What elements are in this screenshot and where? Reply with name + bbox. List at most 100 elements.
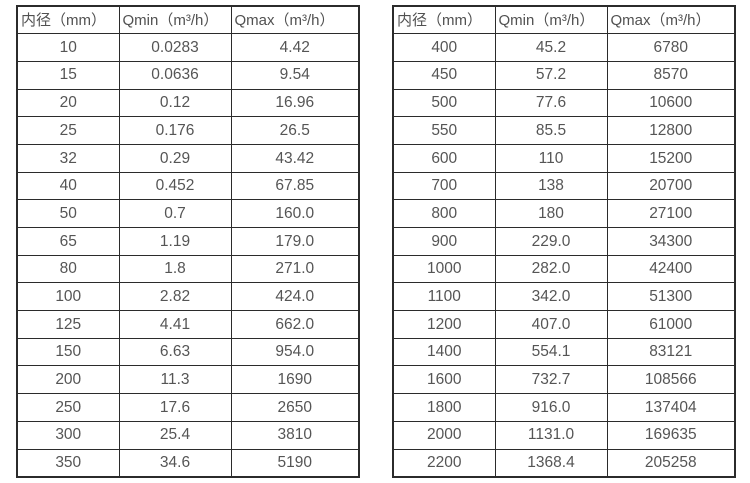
table-cell: 300: [16, 420, 120, 450]
table-cell: 6780: [606, 33, 736, 62]
table-cell: 200: [16, 365, 120, 395]
table-cell: 1000: [392, 254, 496, 284]
table-cell: 450: [392, 60, 496, 90]
table-row: 600 110 15200: [392, 143, 736, 173]
table-row: 300 25.4 3810: [16, 420, 360, 450]
table-cell: 61000: [606, 310, 736, 339]
table-row: 80 1.8 271.0: [16, 254, 360, 284]
table-cell: 83121: [606, 337, 736, 367]
table-cell: 1368.4: [494, 448, 608, 478]
table-cell: 662.0: [230, 310, 360, 339]
table-cell: 282.0: [494, 254, 608, 284]
table-cell: 350: [16, 448, 120, 478]
table-row: 25 0.176 26.5: [16, 116, 360, 145]
table-cell: 205258: [606, 448, 736, 478]
table-cell: 32: [16, 143, 120, 173]
table-row: 1800 916.0 137404: [392, 393, 736, 422]
table-cell: 45.2: [494, 33, 608, 62]
table-cell: 10: [16, 33, 120, 62]
table-cell: 424.0: [230, 282, 360, 312]
table-row: 150 6.63 954.0: [16, 337, 360, 367]
table-cell: 2650: [230, 393, 360, 422]
table-row: 1600 732.7 108566: [392, 365, 736, 395]
table-cell: 732.7: [494, 365, 608, 395]
header-row: 内径（mm） Qmin（m³/h） Qmax（m³/h）: [392, 5, 736, 35]
table-cell: 800: [392, 199, 496, 228]
table-cell: 27100: [606, 199, 736, 228]
table-row: 65 1.19 179.0: [16, 227, 360, 256]
table-cell: 57.2: [494, 60, 608, 90]
column-header-2: Qmax（m³/h）: [230, 5, 360, 35]
table-cell: 0.7: [118, 199, 232, 228]
table-cell: 271.0: [230, 254, 360, 284]
table-row: 2200 1368.4 205258: [392, 448, 736, 478]
column-header-1: Qmin（m³/h）: [494, 5, 608, 35]
table-row: 50 0.7 160.0: [16, 199, 360, 228]
table-cell: 77.6: [494, 88, 608, 118]
table-cell: 65: [16, 227, 120, 256]
table-cell: 1100: [392, 282, 496, 312]
table-cell: 15200: [606, 143, 736, 173]
column-header-0: 内径（mm）: [16, 5, 120, 35]
table-cell: 125: [16, 310, 120, 339]
table-cell: 100: [16, 282, 120, 312]
table-cell: 34.6: [118, 448, 232, 478]
table-cell: 9.54: [230, 60, 360, 90]
table-row: 700 138 20700: [392, 171, 736, 201]
table-cell: 4.42: [230, 33, 360, 62]
table-cell: 0.452: [118, 171, 232, 201]
table-cell: 80: [16, 254, 120, 284]
table-row: 100 2.82 424.0: [16, 282, 360, 312]
table-cell: 342.0: [494, 282, 608, 312]
table-row: 250 17.6 2650: [16, 393, 360, 422]
table-row: 125 4.41 662.0: [16, 310, 360, 339]
table-row: 350 34.6 5190: [16, 448, 360, 478]
table-cell: 0.12: [118, 88, 232, 118]
table-cell: 250: [16, 393, 120, 422]
table-cell: 5190: [230, 448, 360, 478]
table-cell: 85.5: [494, 116, 608, 145]
table-cell: 0.176: [118, 116, 232, 145]
table-cell: 67.85: [230, 171, 360, 201]
table-cell: 6.63: [118, 337, 232, 367]
table-cell: 916.0: [494, 393, 608, 422]
table-cell: 2200: [392, 448, 496, 478]
table-cell: 179.0: [230, 227, 360, 256]
table-cell: 108566: [606, 365, 736, 395]
table-row: 1200 407.0 61000: [392, 310, 736, 339]
table-cell: 3810: [230, 420, 360, 450]
table-row: 2000 1131.0 169635: [392, 420, 736, 450]
table-cell: 110: [494, 143, 608, 173]
table-cell: 51300: [606, 282, 736, 312]
table-cell: 25.4: [118, 420, 232, 450]
table-cell: 1200: [392, 310, 496, 339]
table-cell: 20700: [606, 171, 736, 201]
table-row: 1000 282.0 42400: [392, 254, 736, 284]
table-cell: 1.8: [118, 254, 232, 284]
table-cell: 400: [392, 33, 496, 62]
table-cell: 17.6: [118, 393, 232, 422]
table-cell: 138: [494, 171, 608, 201]
table-row: 500 77.6 10600: [392, 88, 736, 118]
table-cell: 34300: [606, 227, 736, 256]
table-cell: 10600: [606, 88, 736, 118]
table-row: 20 0.12 16.96: [16, 88, 360, 118]
table-cell: 40: [16, 171, 120, 201]
table-cell: 180: [494, 199, 608, 228]
table-cell: 1600: [392, 365, 496, 395]
table-cell: 16.96: [230, 88, 360, 118]
table-cell: 1800: [392, 393, 496, 422]
table-cell: 25: [16, 116, 120, 145]
table-cell: 1690: [230, 365, 360, 395]
column-header-1: Qmin（m³/h）: [118, 5, 232, 35]
flow-spec-table-right: 内径（mm） Qmin（m³/h） Qmax（m³/h） 400 45.2 6780 45…: [392, 5, 736, 478]
table-row: 400 45.2 6780: [392, 33, 736, 62]
table-cell: 1.19: [118, 227, 232, 256]
table-row: 40 0.452 67.85: [16, 171, 360, 201]
table-row: 1100 342.0 51300: [392, 282, 736, 312]
table-cell: 26.5: [230, 116, 360, 145]
table-cell: 229.0: [494, 227, 608, 256]
table-row: 450 57.2 8570: [392, 60, 736, 90]
table-cell: 42400: [606, 254, 736, 284]
